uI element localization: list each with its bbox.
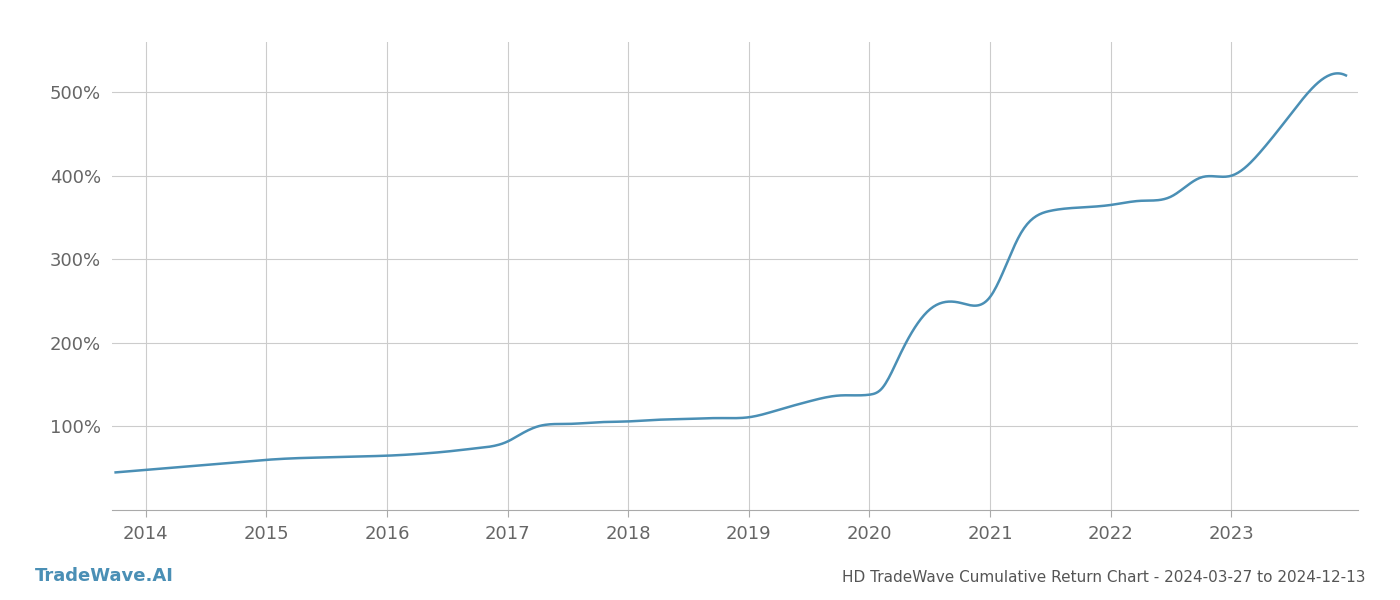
Text: HD TradeWave Cumulative Return Chart - 2024-03-27 to 2024-12-13: HD TradeWave Cumulative Return Chart - 2… — [841, 570, 1365, 585]
Text: TradeWave.AI: TradeWave.AI — [35, 567, 174, 585]
